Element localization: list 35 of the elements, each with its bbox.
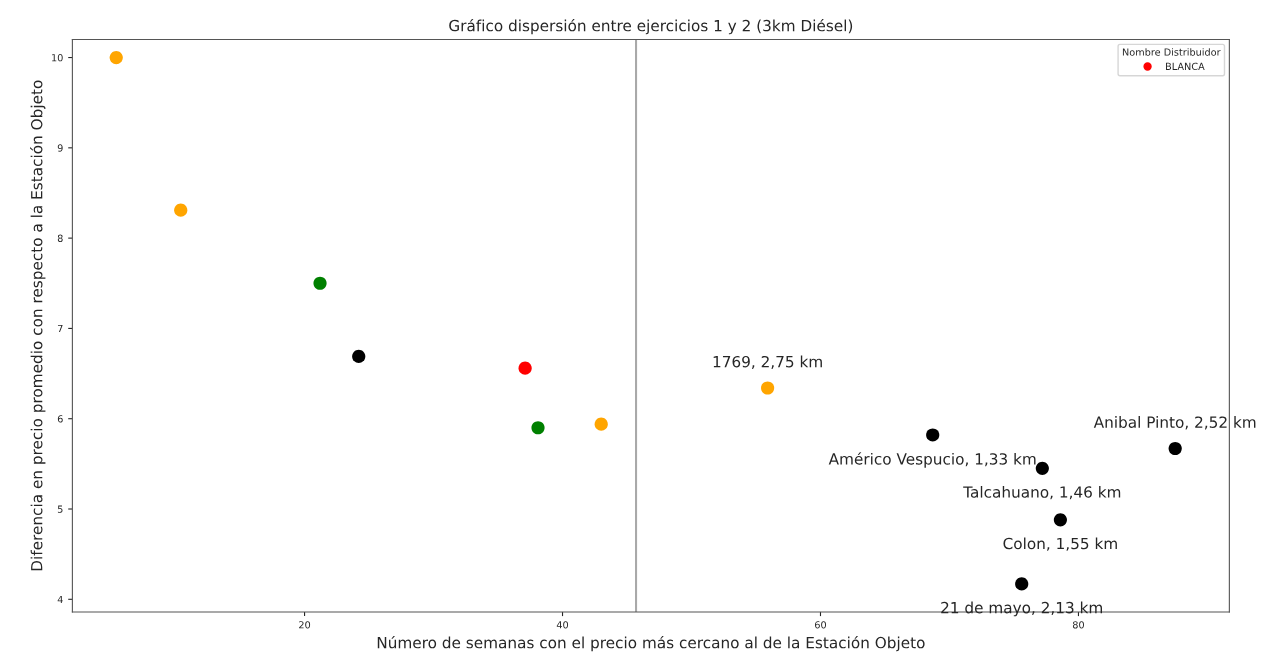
point bbox=[594, 417, 608, 431]
annotation: Américo Vespucio, 1,33 km bbox=[828, 452, 1036, 468]
point bbox=[1035, 461, 1049, 475]
y-tick-label: 10 bbox=[52, 54, 63, 62]
x-axis-title: Número de semanas con el precio más cercano al de la Estación Objeto bbox=[377, 635, 925, 652]
y-tick-label: 8 bbox=[57, 234, 63, 242]
point bbox=[174, 203, 188, 217]
annotation: 1769, 2,75 km bbox=[713, 355, 822, 369]
y-tick-label: 6 bbox=[57, 415, 63, 423]
legend-title: Nombre Distribuidor bbox=[1122, 48, 1221, 56]
y-tick-label: 5 bbox=[57, 505, 63, 513]
point bbox=[926, 428, 940, 442]
annotation: Anibal Pinto, 2,52 km bbox=[1093, 416, 1256, 430]
point bbox=[109, 50, 123, 65]
x-tick-label: 20 bbox=[299, 621, 311, 629]
annotation: Talcahuano, 1,46 km bbox=[963, 485, 1121, 500]
point bbox=[352, 349, 366, 363]
x-tick-label: 60 bbox=[814, 621, 827, 629]
point bbox=[1015, 577, 1029, 591]
y-tick-label: 4 bbox=[57, 595, 63, 603]
y-tick-label: 7 bbox=[57, 325, 63, 333]
y-axis-title: Diferencia en precio promedio con respecto a la Estación Objeto bbox=[30, 80, 46, 571]
point bbox=[313, 276, 327, 290]
point bbox=[1053, 513, 1067, 527]
x-tick-label: 80 bbox=[1072, 621, 1084, 629]
annotation: Colon, 1,55 km bbox=[1003, 537, 1117, 551]
point bbox=[761, 381, 775, 395]
legend-label: BLANCA bbox=[1166, 62, 1205, 71]
point bbox=[1168, 441, 1182, 456]
y-tick-label: 9 bbox=[57, 144, 63, 152]
point bbox=[531, 421, 545, 435]
chart-title: Gráfico dispersión entre ejercicios 1 y 2 (3km Diésel) bbox=[449, 18, 853, 35]
x-tick-label: 40 bbox=[556, 621, 569, 629]
annotation: 21 de mayo, 2,13 km bbox=[941, 601, 1102, 617]
point bbox=[518, 361, 532, 375]
